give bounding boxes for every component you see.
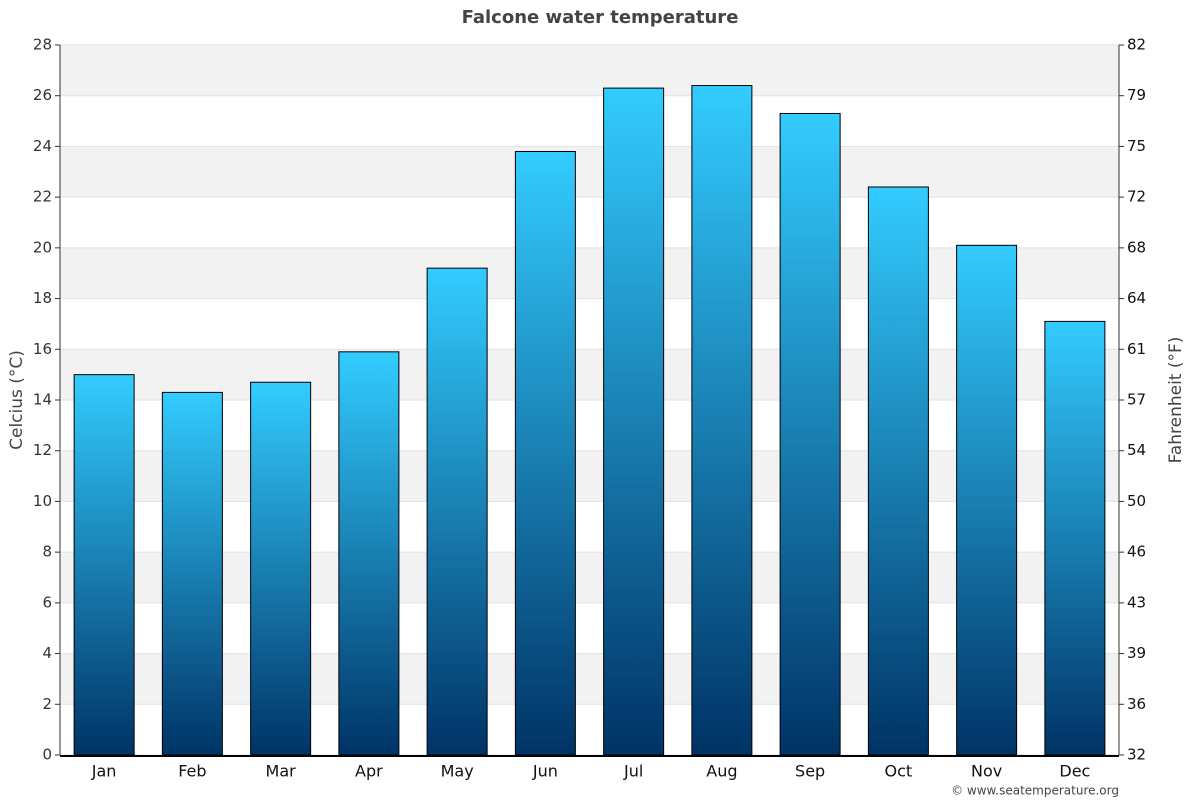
bar [426, 267, 488, 756]
bar [603, 87, 665, 756]
y2-tick-label: 32 [1127, 746, 1146, 764]
y-tick-label: 12 [33, 441, 52, 459]
y2-tick-label: 36 [1127, 695, 1146, 713]
x-tick-label: Oct [885, 762, 913, 781]
y2-tick-label: 82 [1127, 36, 1146, 54]
bar [956, 244, 1018, 756]
y2-tick-label: 43 [1127, 593, 1146, 611]
bar [691, 85, 753, 756]
x-tick-label: Dec [1059, 762, 1090, 781]
y2-tick-label: 72 [1127, 188, 1146, 206]
y-tick-label: 0 [42, 746, 52, 764]
bar [1044, 320, 1106, 756]
y-axis-title: Celcius (°C) [7, 350, 27, 450]
y-tick-label: 26 [33, 86, 52, 104]
x-tick-label: Mar [266, 762, 297, 781]
bar [867, 186, 929, 756]
y2-tick-label: 61 [1127, 340, 1146, 358]
y2-tick-label: 75 [1127, 137, 1146, 155]
grid-band [60, 450, 1119, 502]
y-tick-label: 10 [33, 492, 52, 510]
y2-tick-label: 57 [1127, 391, 1146, 409]
y2-tick-label: 64 [1127, 289, 1146, 307]
x-tick-label: May [441, 762, 474, 781]
bar [73, 374, 135, 756]
y-tick-label: 8 [42, 543, 52, 561]
y2-tick-label: 68 [1127, 238, 1146, 256]
y-tick-label: 18 [33, 289, 52, 307]
bar [514, 151, 576, 756]
x-tick-label: Apr [355, 762, 383, 781]
x-tick-label: Feb [178, 762, 206, 781]
y-tick-label: 16 [33, 340, 52, 358]
x-tick-label: Jan [91, 762, 117, 781]
y-tick-label: 2 [42, 695, 52, 713]
grid-band [60, 247, 1119, 299]
bar [161, 391, 223, 756]
y2-tick-label: 50 [1127, 492, 1146, 510]
x-tick-label: Jul [623, 762, 643, 781]
x-tick-label: Nov [971, 762, 1002, 781]
y-tick-label: 24 [33, 137, 52, 155]
y-tick-label: 6 [42, 593, 52, 611]
bar [338, 351, 400, 756]
y-tick-label: 4 [42, 644, 52, 662]
y-tick-label: 22 [33, 188, 52, 206]
grid-band [60, 146, 1119, 198]
x-tick-label: Sep [795, 762, 825, 781]
grid-band [60, 349, 1119, 400]
y-tick-label: 20 [33, 238, 52, 256]
y-tick-label: 28 [33, 36, 52, 54]
y2-tick-label: 54 [1127, 441, 1146, 459]
y2-tick-label: 79 [1127, 86, 1146, 104]
bar [779, 112, 841, 756]
grid-band [60, 45, 1119, 96]
x-tick-label: Aug [706, 762, 737, 781]
y2-axis-title: Fahrenheit (°F) [1166, 337, 1186, 464]
x-tick-label: Jun [532, 762, 558, 781]
credit: © www.seatemperature.org [951, 784, 1119, 798]
y2-tick-label: 39 [1127, 644, 1146, 662]
chart-title: Falcone water temperature [462, 7, 739, 28]
grid-band [60, 653, 1119, 705]
grid-band [60, 552, 1119, 603]
y2-tick-label: 46 [1127, 543, 1146, 561]
bar [250, 381, 312, 756]
y-tick-label: 14 [33, 391, 52, 409]
